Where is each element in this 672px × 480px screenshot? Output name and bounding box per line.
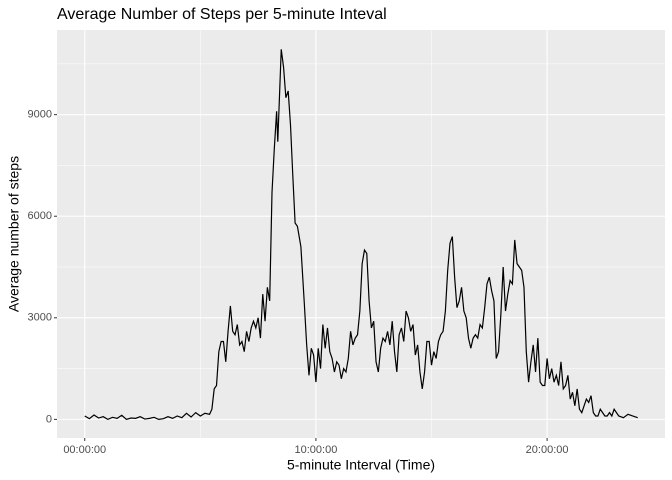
y-tick-label: 9000	[28, 109, 52, 121]
y-tick-label: 3000	[28, 312, 52, 324]
panel	[57, 30, 665, 438]
line	[84, 49, 638, 421]
x-tick-label: 20:00:00	[526, 444, 569, 456]
marks	[84, 49, 638, 421]
y-axis-label: Average number of steps	[6, 156, 22, 312]
y-tick-label: 6000	[28, 210, 52, 222]
y-tick-label: 0	[46, 413, 52, 425]
x-tick-label: 00:00:00	[63, 444, 106, 456]
chart-title: Average Number of Steps per 5-minute Int…	[57, 6, 387, 23]
x-axis-label: 5-minute Interval (Time)	[287, 457, 435, 473]
x-tick-label: 10:00:00	[295, 444, 338, 456]
